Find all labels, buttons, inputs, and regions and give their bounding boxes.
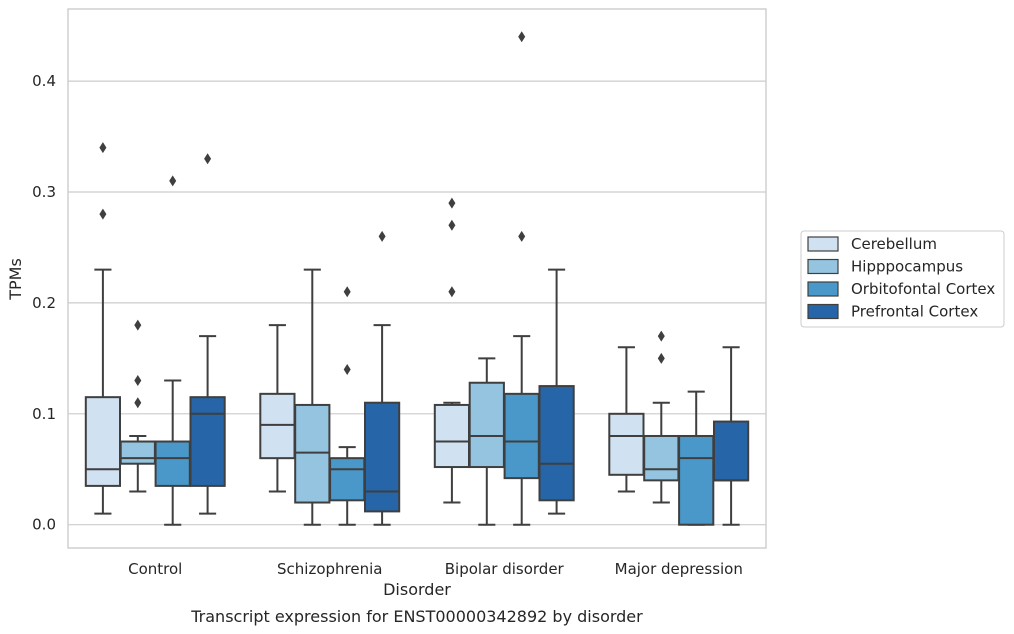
- box: [608, 412, 645, 476]
- box-plot: [119, 319, 156, 493]
- outlier-point: [99, 208, 107, 220]
- y-tick-labels: 0.0 0.1 0.2 0.3 0.4: [32, 72, 56, 534]
- outlier-point: [378, 230, 386, 242]
- box-plot: [538, 268, 575, 515]
- outlier-point: [169, 175, 177, 187]
- box-plot: [468, 357, 505, 526]
- box: [294, 403, 331, 504]
- x-axis-label: Disorder: [383, 580, 451, 599]
- x-tick-labels: Control Schizophrenia Bipolar disorder Majo…: [128, 560, 743, 578]
- plot-frame: [67, 8, 767, 549]
- legend-frame: [800, 230, 1005, 328]
- legend-swatch: [807, 236, 839, 252]
- outlier-point: [204, 153, 212, 165]
- outlier-point: [343, 363, 351, 375]
- outlier-point: [518, 230, 526, 242]
- box: [84, 396, 122, 487]
- y-tick-label: 0.1: [32, 405, 56, 423]
- x-tick-label: Control: [128, 560, 182, 578]
- box-plot: [678, 390, 715, 526]
- box-plot: [712, 346, 750, 526]
- box: [712, 420, 750, 482]
- outlier-point: [657, 330, 665, 342]
- y-tick-label: 0.4: [32, 72, 56, 90]
- legend-label: Hipppocampus: [851, 258, 963, 276]
- x-tick-label: Major depression: [615, 560, 743, 578]
- box-plot: [84, 142, 122, 515]
- outlier-point: [448, 286, 456, 298]
- outlier-point: [343, 286, 351, 298]
- chart-caption: Transcript expression for ENST0000034289…: [190, 607, 643, 626]
- legend-label: Cerebellum: [851, 235, 937, 253]
- box: [329, 457, 366, 502]
- box: [259, 392, 296, 460]
- legend: Cerebellum Hipppocampus Orbitofontal Corte…: [800, 230, 1005, 328]
- box-plot: [608, 346, 645, 493]
- box-plots: [84, 31, 750, 526]
- box-plot: [643, 330, 680, 504]
- legend-label: Prefrontal Cortex: [851, 303, 978, 321]
- box: [643, 434, 680, 482]
- box: [503, 392, 540, 480]
- outlier-point: [448, 219, 456, 231]
- outlier-point: [448, 197, 456, 209]
- box: [538, 385, 575, 502]
- outlier-point: [518, 31, 526, 43]
- box: [678, 434, 715, 526]
- box: [363, 401, 401, 513]
- legend-swatch: [807, 258, 839, 275]
- box-plot: [259, 324, 296, 493]
- outlier-point: [134, 319, 142, 331]
- box-plot: [503, 31, 540, 526]
- legend-label: Orbitofontal Cortex: [851, 280, 995, 298]
- box-plot: [433, 197, 471, 504]
- box: [468, 381, 505, 469]
- box-plot: [294, 268, 331, 526]
- outlier-point: [99, 142, 107, 154]
- y-tick-label: 0.3: [32, 183, 56, 201]
- box-plot: [189, 153, 226, 515]
- x-tick-label: Bipolar disorder: [445, 560, 565, 578]
- legend-swatch: [807, 303, 839, 320]
- y-axis-label: TPMs: [6, 258, 25, 301]
- legend-swatch: [807, 281, 839, 297]
- box-plot: [363, 230, 401, 526]
- box: [154, 440, 191, 487]
- x-tick-label: Schizophrenia: [277, 560, 382, 578]
- box: [119, 440, 156, 465]
- outlier-point: [657, 352, 665, 364]
- box: [189, 396, 226, 487]
- y-tick-label: 0.0: [32, 516, 56, 534]
- box-plot: [154, 175, 191, 526]
- outlier-point: [134, 375, 142, 387]
- y-tick-label: 0.2: [32, 294, 56, 312]
- gridlines: [68, 80, 766, 526]
- box: [433, 403, 471, 469]
- box-plot: [329, 286, 366, 526]
- outlier-point: [134, 397, 142, 409]
